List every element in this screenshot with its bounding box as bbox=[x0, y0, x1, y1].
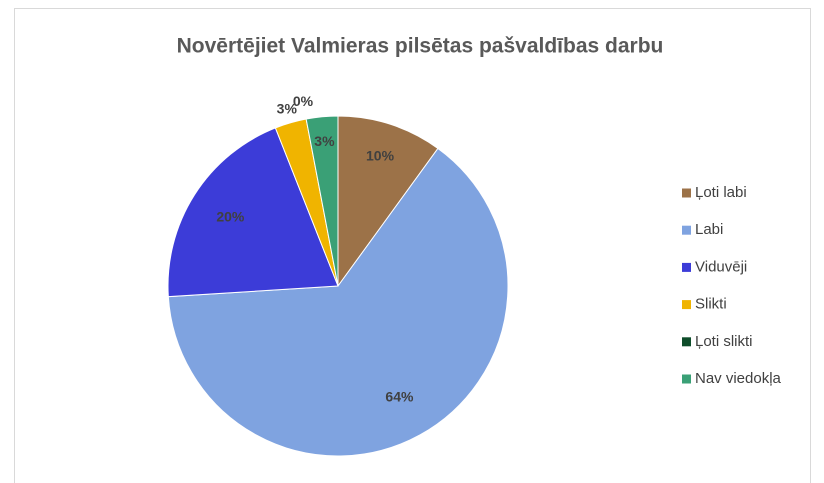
data-label: 3% bbox=[314, 133, 335, 149]
chart-title: Novērtējiet Valmieras pilsētas pašvaldīb… bbox=[177, 35, 664, 58]
data-label: 64% bbox=[385, 388, 414, 404]
legend-label: Viduvēji bbox=[695, 258, 747, 275]
legend-swatch bbox=[682, 337, 691, 347]
data-label: 3% bbox=[277, 100, 298, 116]
data-label: 10% bbox=[366, 147, 395, 163]
legend-label: Ļoti slikti bbox=[695, 333, 753, 350]
data-label: 20% bbox=[216, 208, 245, 224]
legend-swatch bbox=[682, 374, 691, 384]
legend-swatch bbox=[682, 188, 691, 198]
legend-label: Nav viedokļa bbox=[695, 370, 782, 387]
legend-swatch bbox=[682, 262, 691, 272]
pie-slice bbox=[337, 115, 439, 288]
legend-label: Labi bbox=[695, 221, 723, 238]
pie-slice bbox=[305, 115, 339, 287]
data-label: 0% bbox=[293, 93, 314, 109]
legend-swatch bbox=[682, 300, 691, 310]
pie-slice bbox=[167, 127, 339, 298]
legend-label: Slikti bbox=[695, 296, 727, 313]
pie-slice bbox=[167, 147, 509, 457]
legend-swatch bbox=[682, 225, 691, 235]
legend-label: Ļoti labi bbox=[695, 184, 747, 201]
